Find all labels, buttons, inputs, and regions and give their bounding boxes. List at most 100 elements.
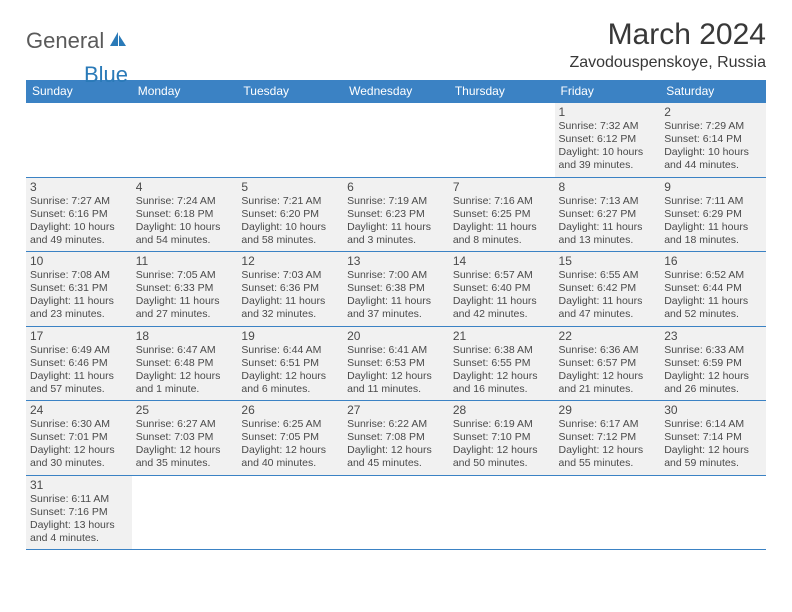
day-info: Sunrise: 7:11 AMSunset: 6:29 PMDaylight:… [664,195,762,248]
day-header: Wednesday [343,80,449,103]
daylight-text-2: and 40 minutes. [241,457,339,470]
day-info: Sunrise: 6:47 AMSunset: 6:48 PMDaylight:… [136,344,234,397]
day-info: Sunrise: 6:36 AMSunset: 6:57 PMDaylight:… [559,344,657,397]
sunset-text: Sunset: 7:12 PM [559,431,657,444]
sunrise-text: Sunrise: 6:52 AM [664,269,762,282]
sunrise-text: Sunrise: 7:24 AM [136,195,234,208]
sunset-text: Sunset: 6:53 PM [347,357,445,370]
day-number: 9 [664,180,762,194]
sunset-text: Sunset: 6:25 PM [453,208,551,221]
sunset-text: Sunset: 6:46 PM [30,357,128,370]
calendar-week: 1Sunrise: 7:32 AMSunset: 6:12 PMDaylight… [26,103,766,178]
day-header: Saturday [660,80,766,103]
sunset-text: Sunset: 6:40 PM [453,282,551,295]
calendar-day: 29Sunrise: 6:17 AMSunset: 7:12 PMDayligh… [555,401,661,476]
calendar-day: 3Sunrise: 7:27 AMSunset: 6:16 PMDaylight… [26,177,132,252]
sunset-text: Sunset: 6:59 PM [664,357,762,370]
calendar-day: 4Sunrise: 7:24 AMSunset: 6:18 PMDaylight… [132,177,238,252]
daylight-text-2: and 47 minutes. [559,308,657,321]
day-header: Friday [555,80,661,103]
sunset-text: Sunset: 6:51 PM [241,357,339,370]
daylight-text-1: Daylight: 12 hours [664,370,762,383]
calendar-day: 26Sunrise: 6:25 AMSunset: 7:05 PMDayligh… [237,401,343,476]
sunrise-text: Sunrise: 6:27 AM [136,418,234,431]
daylight-text-1: Daylight: 12 hours [559,370,657,383]
daylight-text-2: and 45 minutes. [347,457,445,470]
calendar-day: 25Sunrise: 6:27 AMSunset: 7:03 PMDayligh… [132,401,238,476]
calendar-day: 10Sunrise: 7:08 AMSunset: 6:31 PMDayligh… [26,252,132,327]
calendar-day: 14Sunrise: 6:57 AMSunset: 6:40 PMDayligh… [449,252,555,327]
day-number: 28 [453,403,551,417]
sunset-text: Sunset: 7:10 PM [453,431,551,444]
daylight-text-2: and 58 minutes. [241,234,339,247]
sunrise-text: Sunrise: 6:30 AM [30,418,128,431]
day-info: Sunrise: 6:27 AMSunset: 7:03 PMDaylight:… [136,418,234,471]
day-info: Sunrise: 6:57 AMSunset: 6:40 PMDaylight:… [453,269,551,322]
daylight-text-2: and 42 minutes. [453,308,551,321]
sunrise-text: Sunrise: 6:49 AM [30,344,128,357]
daylight-text-1: Daylight: 11 hours [347,221,445,234]
day-number: 15 [559,254,657,268]
calendar-week: 24Sunrise: 6:30 AMSunset: 7:01 PMDayligh… [26,401,766,476]
daylight-text-1: Daylight: 12 hours [453,370,551,383]
daylight-text-2: and 44 minutes. [664,159,762,172]
day-info: Sunrise: 7:13 AMSunset: 6:27 PMDaylight:… [559,195,657,248]
daylight-text-1: Daylight: 11 hours [30,370,128,383]
day-number: 16 [664,254,762,268]
calendar-empty [660,475,766,550]
sunrise-text: Sunrise: 6:19 AM [453,418,551,431]
calendar-day: 9Sunrise: 7:11 AMSunset: 6:29 PMDaylight… [660,177,766,252]
calendar-day: 24Sunrise: 6:30 AMSunset: 7:01 PMDayligh… [26,401,132,476]
calendar-day: 18Sunrise: 6:47 AMSunset: 6:48 PMDayligh… [132,326,238,401]
daylight-text-2: and 30 minutes. [30,457,128,470]
daylight-text-1: Daylight: 11 hours [664,221,762,234]
calendar-day: 30Sunrise: 6:14 AMSunset: 7:14 PMDayligh… [660,401,766,476]
sunset-text: Sunset: 6:12 PM [559,133,657,146]
sunset-text: Sunset: 6:20 PM [241,208,339,221]
daylight-text-1: Daylight: 10 hours [136,221,234,234]
sunset-text: Sunset: 6:55 PM [453,357,551,370]
daylight-text-1: Daylight: 12 hours [453,444,551,457]
sunrise-text: Sunrise: 6:47 AM [136,344,234,357]
daylight-text-2: and 50 minutes. [453,457,551,470]
day-number: 27 [347,403,445,417]
daylight-text-2: and 6 minutes. [241,383,339,396]
day-number: 21 [453,329,551,343]
calendar-page: General March 2024 Zavodouspenskoye, Rus… [0,0,792,560]
day-info: Sunrise: 6:49 AMSunset: 6:46 PMDaylight:… [30,344,128,397]
daylight-text-1: Daylight: 12 hours [347,370,445,383]
day-info: Sunrise: 7:21 AMSunset: 6:20 PMDaylight:… [241,195,339,248]
day-number: 7 [453,180,551,194]
daylight-text-1: Daylight: 10 hours [241,221,339,234]
day-number: 25 [136,403,234,417]
day-info: Sunrise: 6:19 AMSunset: 7:10 PMDaylight:… [453,418,551,471]
calendar-day: 5Sunrise: 7:21 AMSunset: 6:20 PMDaylight… [237,177,343,252]
sunset-text: Sunset: 6:27 PM [559,208,657,221]
daylight-text-1: Daylight: 10 hours [559,146,657,159]
daylight-text-2: and 8 minutes. [453,234,551,247]
sunrise-text: Sunrise: 7:21 AM [241,195,339,208]
calendar-day: 6Sunrise: 7:19 AMSunset: 6:23 PMDaylight… [343,177,449,252]
calendar-body: 1Sunrise: 7:32 AMSunset: 6:12 PMDaylight… [26,103,766,550]
day-info: Sunrise: 7:32 AMSunset: 6:12 PMDaylight:… [559,120,657,173]
month-title: March 2024 [569,18,766,52]
sunrise-text: Sunrise: 6:22 AM [347,418,445,431]
calendar-empty [237,103,343,178]
calendar-week: 10Sunrise: 7:08 AMSunset: 6:31 PMDayligh… [26,252,766,327]
sunset-text: Sunset: 6:14 PM [664,133,762,146]
daylight-text-2: and 13 minutes. [559,234,657,247]
sunrise-text: Sunrise: 7:11 AM [664,195,762,208]
sunrise-text: Sunrise: 7:08 AM [30,269,128,282]
daylight-text-2: and 55 minutes. [559,457,657,470]
day-number: 20 [347,329,445,343]
calendar-empty [449,103,555,178]
location-text: Zavodouspenskoye, Russia [569,54,766,72]
calendar-empty [343,103,449,178]
day-header: Monday [132,80,238,103]
calendar-day: 8Sunrise: 7:13 AMSunset: 6:27 PMDaylight… [555,177,661,252]
day-info: Sunrise: 7:08 AMSunset: 6:31 PMDaylight:… [30,269,128,322]
sunrise-text: Sunrise: 6:57 AM [453,269,551,282]
calendar-day: 12Sunrise: 7:03 AMSunset: 6:36 PMDayligh… [237,252,343,327]
calendar-day: 13Sunrise: 7:00 AMSunset: 6:38 PMDayligh… [343,252,449,327]
day-number: 29 [559,403,657,417]
